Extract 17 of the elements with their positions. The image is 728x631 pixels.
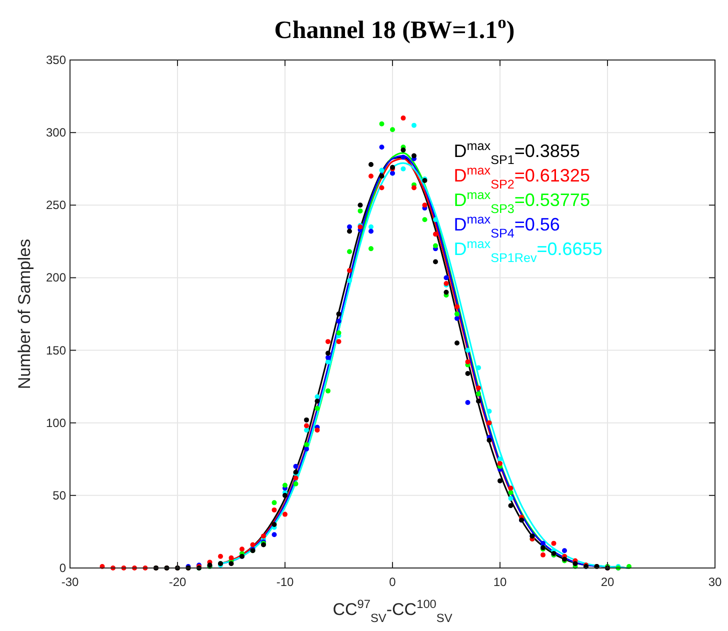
y-tick-label: 150 [46, 343, 66, 358]
x-tick-label: 0 [389, 575, 396, 589]
chart-title: Channel 18 (BW=1.1$^{o}$) [274, 12, 515, 44]
x-tick-label: 20 [600, 575, 614, 589]
x-tick-label: -30 [61, 575, 79, 589]
x-tick-label: 10 [493, 575, 507, 589]
y-tick-label: 250 [46, 198, 66, 212]
y-tick-label: 350 [46, 53, 66, 67]
x-tick-label: -20 [168, 575, 186, 589]
x-tick-label: 30 [708, 575, 722, 589]
y-tick-label: 300 [46, 126, 66, 140]
y-tick-label: 200 [46, 270, 66, 285]
y-tick-label: 50 [52, 488, 66, 502]
x-tick-label: -10 [276, 575, 294, 589]
y-axis-title: Number of Samples [15, 238, 34, 390]
y-tick-label: 100 [46, 416, 66, 430]
y-tick-label: 0 [59, 561, 66, 575]
